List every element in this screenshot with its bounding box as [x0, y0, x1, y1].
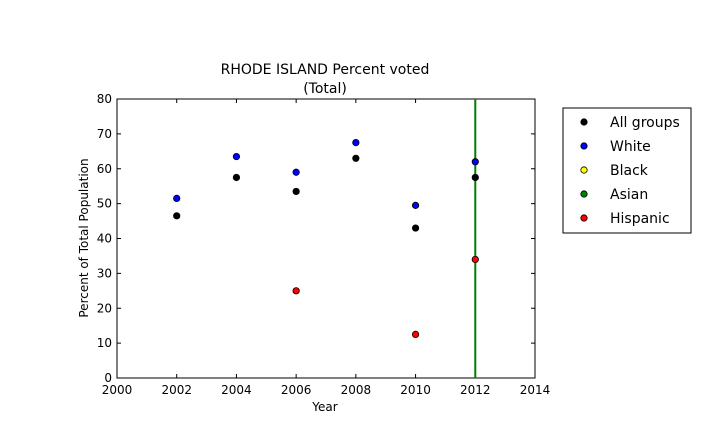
- y-tick-label: 70: [97, 127, 112, 141]
- point-hispanic: [471, 255, 479, 264]
- legend-label-hispanic: Hispanic: [610, 211, 670, 227]
- x-tick-label: 2004: [221, 383, 252, 397]
- plot-area: 2000 2002 2004 2006 2008 2010 2012 2014 0 10 20 30 4…: [97, 92, 551, 397]
- point-white: [352, 138, 360, 147]
- chart-title: RHODE ISLAND Percent voted: [221, 62, 430, 78]
- y-axis-label: Percent of Total Population: [77, 158, 91, 317]
- point-hispanic: [411, 330, 420, 339]
- y-tick-label: 0: [104, 371, 112, 385]
- y-tick-label: 60: [97, 162, 112, 176]
- point-hispanic: [292, 287, 300, 295]
- point-white: [471, 158, 479, 166]
- x-tick-label: 2012: [460, 383, 491, 397]
- point-white: [292, 168, 300, 176]
- point-all-groups: [292, 187, 300, 196]
- y-tick-label: 30: [97, 266, 112, 280]
- x-tick-label: 2010: [400, 383, 431, 397]
- point-white: [173, 194, 181, 202]
- x-tick-label: 2008: [341, 383, 372, 397]
- legend-marker-white: [580, 142, 588, 150]
- legend-label-all-groups: All groups: [610, 115, 680, 131]
- point-all-groups: [411, 224, 420, 232]
- point-white: [232, 152, 241, 161]
- point-all-groups: [173, 212, 181, 220]
- x-tick-label: 2002: [161, 383, 192, 397]
- legend-marker-all-groups: [580, 118, 588, 126]
- legend-marker-hispanic: [580, 214, 588, 222]
- y-tick-label: 40: [97, 232, 112, 246]
- legend-marker-black: [580, 166, 588, 174]
- y-tick-label: 50: [97, 197, 112, 211]
- legend-label-black: Black: [610, 163, 649, 179]
- x-tick-label: 2014: [520, 383, 551, 397]
- x-tick-label: 2000: [102, 383, 133, 397]
- legend-marker-asian: [580, 190, 588, 198]
- x-tick-label: 2006: [281, 383, 312, 397]
- legend: All groups White Black Asian Hispanic: [562, 107, 692, 234]
- legend-label-asian: Asian: [610, 187, 648, 203]
- point-all-groups: [352, 154, 360, 162]
- chart-subtitle: (Total): [303, 81, 347, 97]
- y-tick-label: 80: [97, 92, 112, 106]
- y-tick-label: 10: [97, 336, 112, 350]
- y-tick-label: 20: [97, 301, 112, 315]
- x-axis-label: Year: [311, 400, 337, 414]
- legend-label-white: White: [610, 139, 651, 155]
- point-all-groups: [232, 173, 241, 182]
- plot-frame: [116, 98, 536, 379]
- point-white: [411, 201, 420, 209]
- point-all-groups: [471, 173, 479, 182]
